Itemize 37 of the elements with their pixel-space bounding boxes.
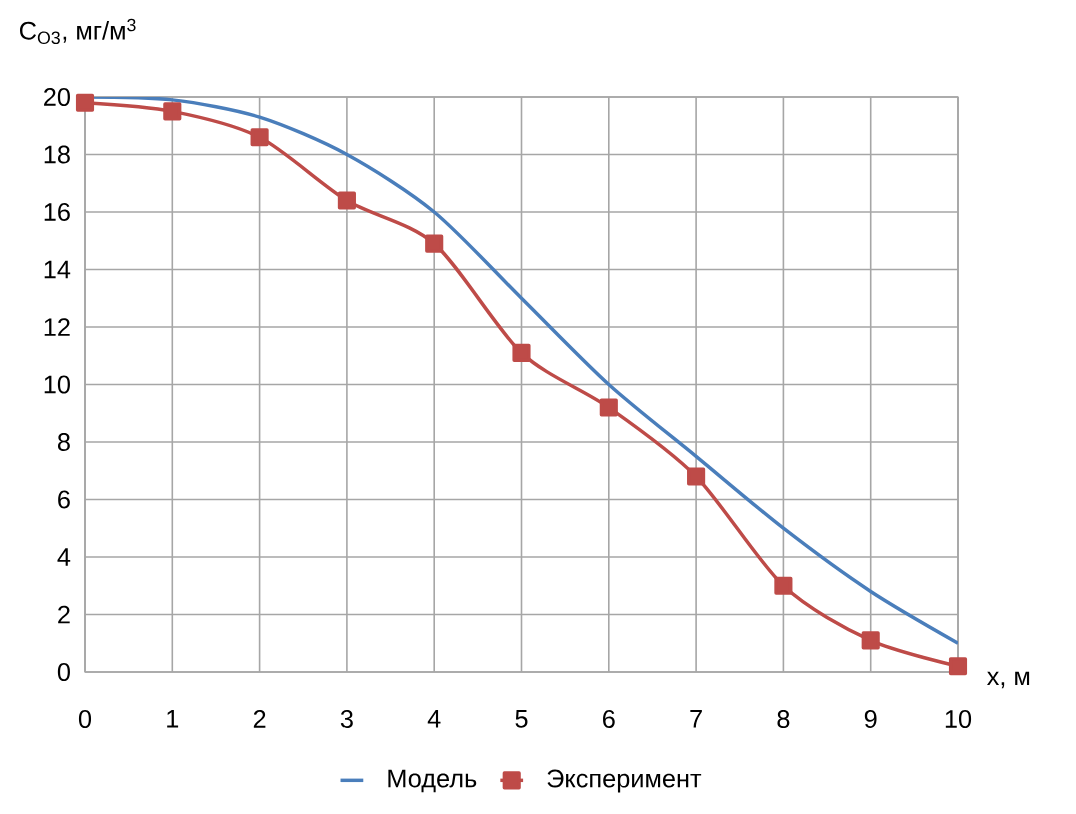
point <box>687 467 706 486</box>
y-tick-label: 2 <box>58 605 70 624</box>
point <box>75 93 95 112</box>
legend-label: Эксперимент <box>547 769 702 793</box>
x-tick-label: 10 <box>945 710 972 728</box>
x-tick-label: 9 <box>864 710 877 728</box>
y-tick-label: 8 <box>57 433 70 451</box>
point <box>774 576 793 595</box>
x-tick-label: 6 <box>603 710 615 728</box>
y-tick-label: 14 <box>44 260 71 279</box>
point <box>861 631 880 650</box>
x-axis-title: x, м <box>987 671 1030 689</box>
point <box>599 398 618 417</box>
x-tick-label: 3 <box>340 710 353 728</box>
y-tick-label: 4 <box>57 548 71 566</box>
point <box>512 343 531 362</box>
y-tick-label: 18 <box>44 145 70 164</box>
y-axis-title: C$_{O3}$, мг/м$^{3}$ <box>19 18 136 45</box>
y-tick-label: 16 <box>44 203 70 221</box>
point <box>948 657 968 676</box>
point <box>163 102 182 121</box>
point <box>337 191 356 210</box>
y-tick-label: 6 <box>58 490 70 509</box>
y-tick-label: 0 <box>57 663 70 681</box>
x-tick-label: 8 <box>777 710 790 728</box>
y-tick-label: 12 <box>44 318 70 336</box>
legend-label: Модель <box>388 769 477 793</box>
point <box>250 128 269 147</box>
x-tick-label: 2 <box>253 710 266 728</box>
x-tick-label: 0 <box>78 710 92 728</box>
x-tick-label: 7 <box>690 710 702 728</box>
x-tick-label: 5 <box>515 710 528 728</box>
x-tick-label: 1 <box>167 710 179 728</box>
x-tick-label: 4 <box>427 710 441 728</box>
point <box>425 234 444 253</box>
y-tick-label: 20 <box>44 88 70 106</box>
y-tick-label: 10 <box>44 375 70 394</box>
